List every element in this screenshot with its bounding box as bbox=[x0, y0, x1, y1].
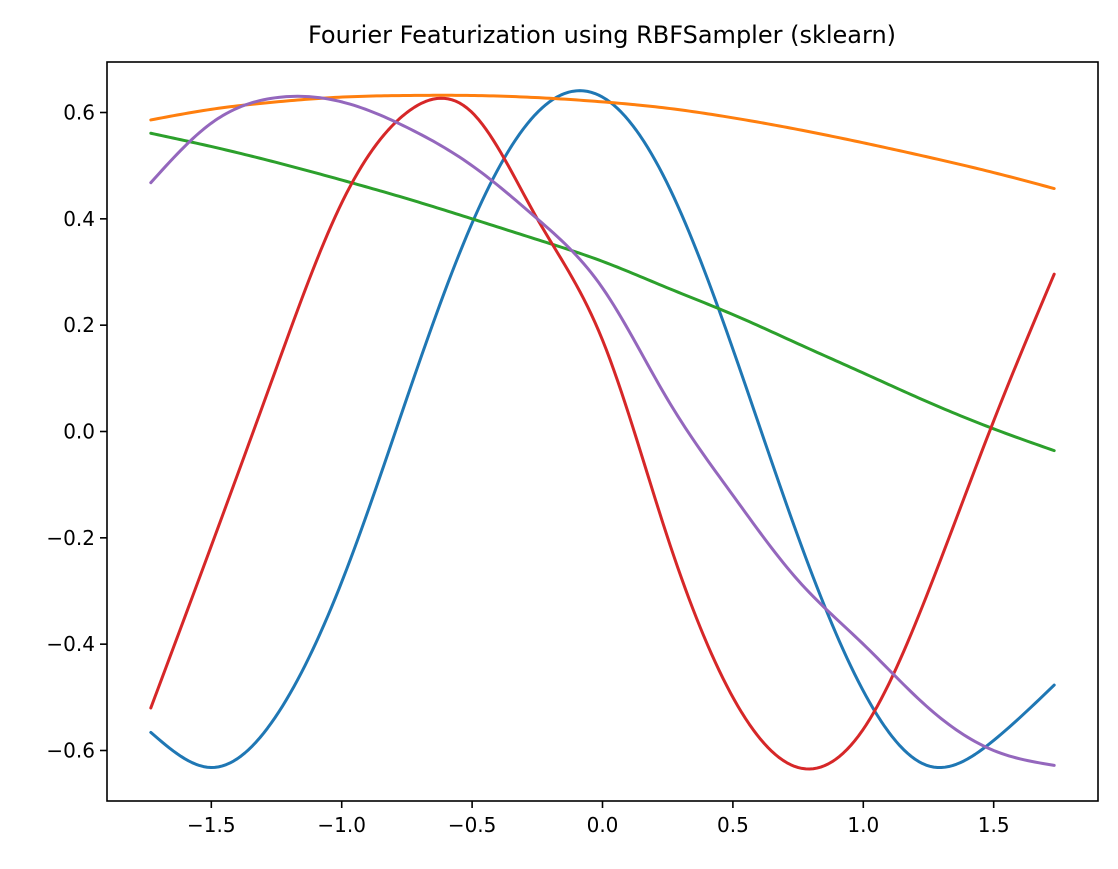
series-line-4 bbox=[149, 96, 1056, 771]
axes-frame bbox=[106, 61, 1099, 802]
y-tick-label: −0.6 bbox=[46, 738, 95, 762]
y-tick-label: 0.2 bbox=[63, 313, 95, 337]
y-tick-label: 0.0 bbox=[63, 420, 95, 444]
y-tick-label: 0.4 bbox=[63, 207, 95, 231]
series-line-5 bbox=[149, 94, 1056, 767]
y-axis: −0.6 −0.4 −0.2 0.0 0.2 0.4 0.6 bbox=[46, 101, 107, 762]
plot-area bbox=[149, 89, 1056, 771]
x-tick-label: 0.0 bbox=[587, 813, 619, 837]
x-tick-label: −1.5 bbox=[187, 813, 236, 837]
series-line-3 bbox=[149, 131, 1056, 453]
y-tick-label: −0.4 bbox=[46, 632, 95, 656]
x-tick-label: −1.0 bbox=[317, 813, 366, 837]
x-tick-label: 1.5 bbox=[978, 813, 1010, 837]
x-tick-label: −0.5 bbox=[448, 813, 497, 837]
x-tick-label: 1.0 bbox=[847, 813, 879, 837]
y-tick-label: −0.2 bbox=[46, 526, 95, 550]
series-line-1 bbox=[149, 89, 1056, 770]
y-tick-label: 0.6 bbox=[63, 101, 95, 125]
x-axis: −1.5 −1.0 −0.5 0.0 0.5 1.0 1.5 bbox=[187, 801, 1010, 837]
series-line-2 bbox=[149, 93, 1056, 191]
chart-title: Fourier Featurization using RBFSampler (… bbox=[308, 21, 896, 49]
x-tick-label: 0.5 bbox=[717, 813, 749, 837]
